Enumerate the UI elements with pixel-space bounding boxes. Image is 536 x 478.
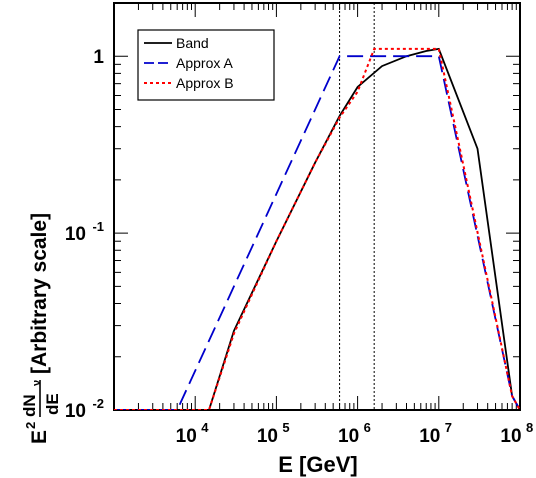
y-tick-label: -1 10	[65, 219, 104, 245]
y-axis-fraction-num: dN	[20, 394, 39, 417]
series-line	[114, 55, 520, 410]
x-tick-base: 10	[419, 426, 440, 447]
series-line	[114, 47, 520, 410]
y-tick-label: -2 10	[65, 396, 104, 422]
y-tick-base: 1	[93, 47, 104, 68]
minor-ticks	[113, 2, 520, 411]
y-axis-fraction-den: dE	[43, 393, 62, 415]
y-axis-prefix-exp: 2	[23, 422, 38, 429]
x-tick-base: 10	[500, 426, 521, 447]
legend-box	[137, 29, 275, 101]
x-tick-label: 10 8	[500, 420, 533, 447]
y-tick-labels: 1 -1 10 -2 10	[65, 47, 105, 422]
y-tick-exp: -1	[92, 219, 104, 234]
x-tick-labels: 10 4 10 5 10 6 10 7 10 8	[176, 420, 534, 447]
x-tick-base: 10	[257, 426, 278, 447]
reference-lines	[339, 3, 375, 410]
y-axis-suffix: [Arbitrary scale]	[28, 213, 51, 374]
y-axis-fraction-num-sub: ν	[31, 380, 43, 386]
y-tick-base: 10	[65, 224, 86, 245]
x-tick-label: 10 5	[257, 420, 290, 447]
x-tick-exp: 6	[364, 420, 371, 435]
plot-frame	[113, 2, 521, 411]
x-tick-base: 10	[176, 426, 197, 447]
x-tick-exp: 8	[526, 420, 533, 435]
x-tick-label: 10 7	[419, 420, 452, 447]
series-group	[114, 47, 520, 410]
x-tick-exp: 4	[201, 420, 209, 435]
x-tick-label: 10 4	[176, 420, 210, 447]
y-axis-title: E 2 dN ν dE [Arbitrary scale]	[20, 213, 62, 444]
x-tick-exp: 7	[445, 420, 452, 435]
legend-label: Band	[176, 35, 209, 51]
x-tick-label: 10 6	[338, 420, 371, 447]
y-axis-prefix: E	[28, 430, 51, 444]
legend-label: Approx A	[176, 55, 233, 71]
y-tick-base: 10	[65, 401, 86, 422]
y-tick-label: 1	[93, 47, 104, 68]
x-tick-base: 10	[338, 426, 359, 447]
x-axis-title: E [GeV]	[278, 452, 357, 477]
legend-label: Approx B	[176, 75, 234, 91]
x-tick-exp: 5	[282, 420, 289, 435]
legend: Band Approx A Approx B	[137, 29, 275, 101]
series-line	[114, 47, 520, 410]
y-tick-exp: -2	[92, 396, 104, 411]
